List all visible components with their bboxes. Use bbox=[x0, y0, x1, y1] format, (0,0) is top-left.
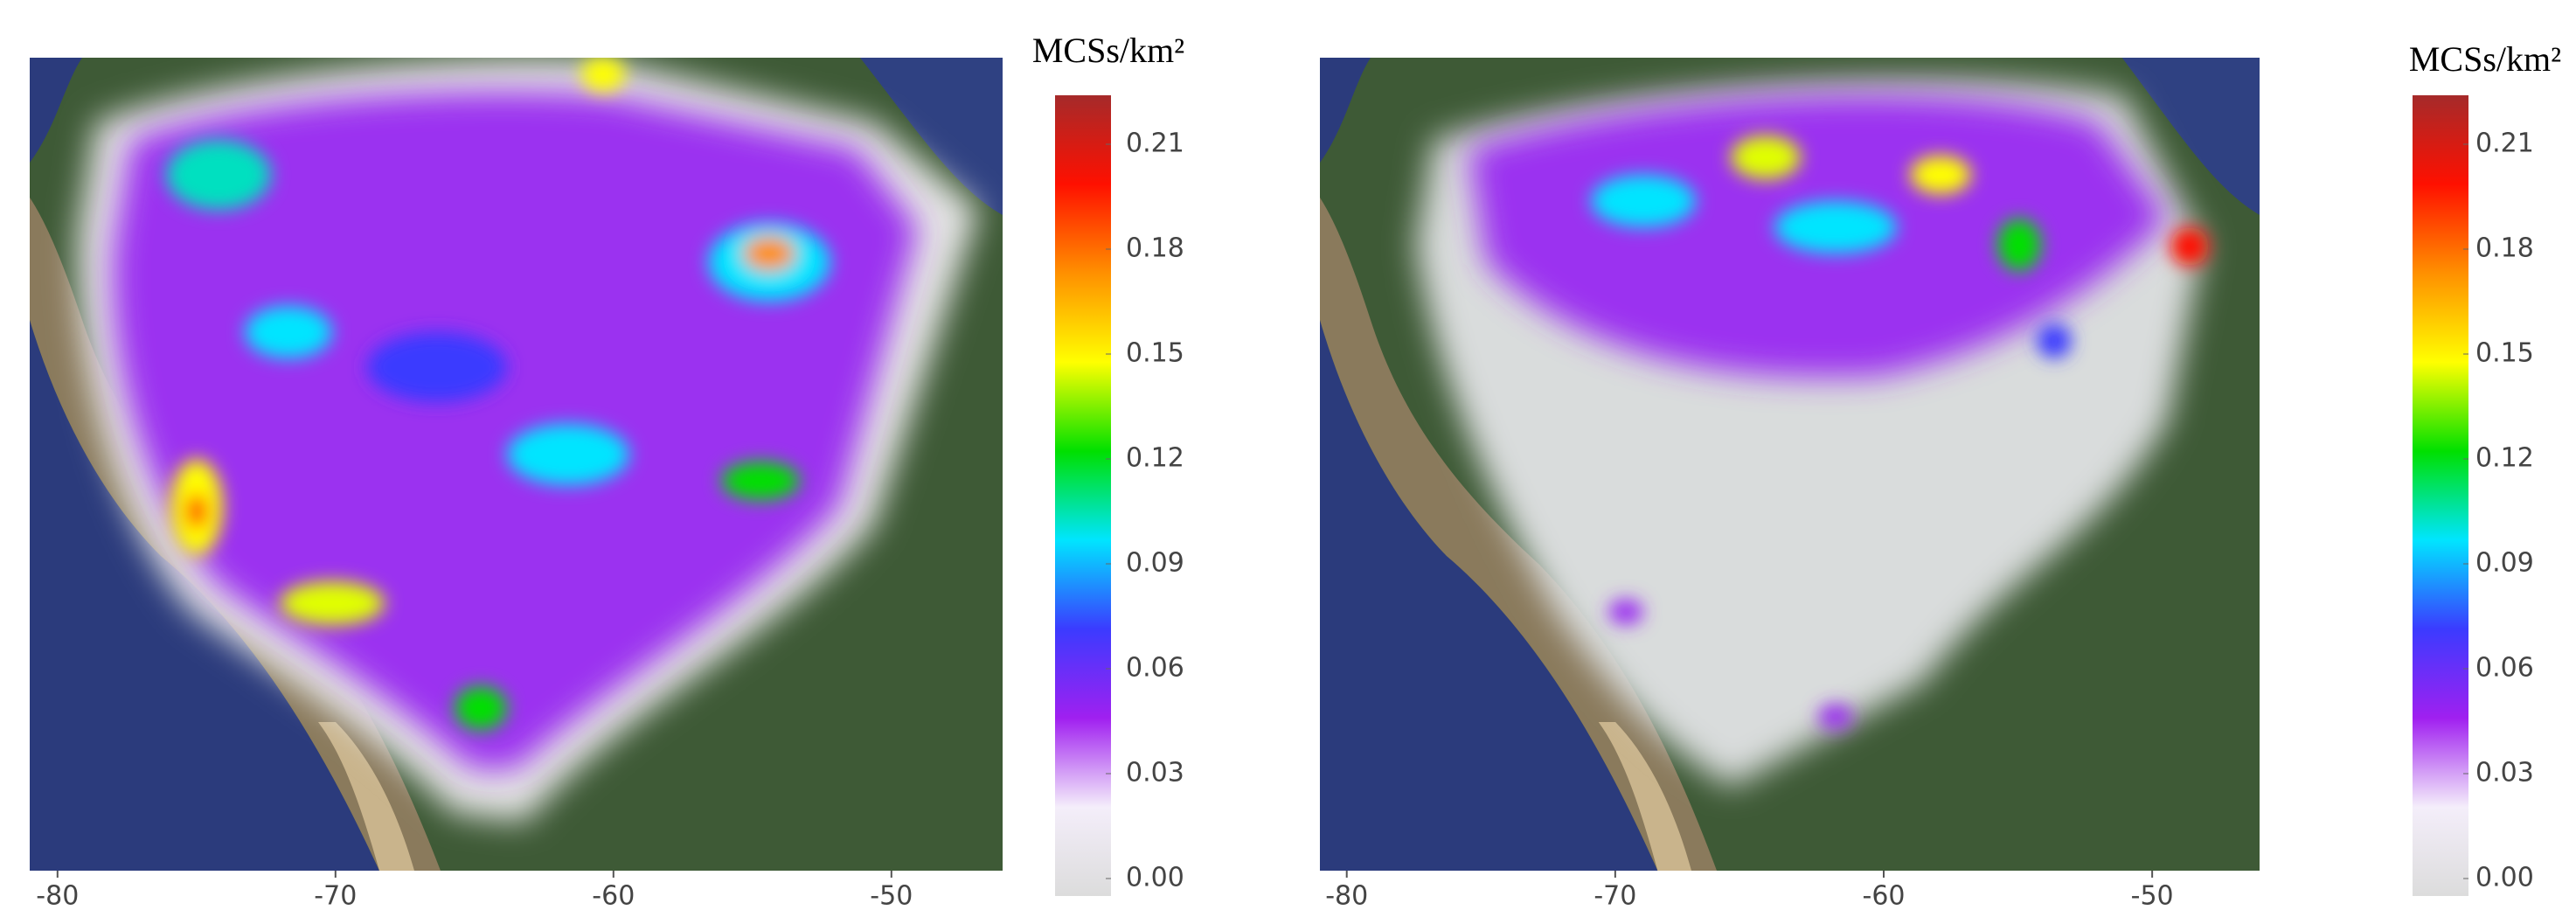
colorbar-tick-label: 0.09 bbox=[2475, 548, 2534, 579]
colorbar bbox=[2413, 95, 2468, 896]
colorbar-tick-label: 0.12 bbox=[2475, 443, 2534, 474]
colorbar-tick-label: 0.18 bbox=[2475, 233, 2534, 264]
x-tick-label: -50 bbox=[870, 881, 913, 910]
colorbar-tick-label: 0.21 bbox=[2475, 129, 2534, 159]
colorbar-tick-label: 0.21 bbox=[1126, 129, 1184, 159]
x-tick-label: -60 bbox=[592, 881, 635, 910]
colorbar-tick-label: 0.03 bbox=[2475, 758, 2534, 788]
figure: -80 -70 -60 -50 MCSs/km² 0.00 0.03 0.06 0.09 0.12… bbox=[0, 0, 2576, 910]
colorbar-tick-label: 0.00 bbox=[1126, 863, 1184, 893]
colorbar-title: MCSs/km² bbox=[1032, 31, 1184, 70]
x-tick-label: -70 bbox=[314, 881, 357, 910]
colorbar-tick-label: 0.09 bbox=[1126, 548, 1184, 579]
colorbar-tick-label: 0.18 bbox=[1126, 233, 1184, 264]
colorbar-title: MCSs/km² bbox=[2409, 39, 2561, 79]
x-tick-label: -50 bbox=[2131, 881, 2174, 910]
x-tick-label: -60 bbox=[1863, 881, 1906, 910]
colorbar bbox=[1055, 95, 1111, 896]
map-left bbox=[30, 57, 1003, 871]
colorbar-tick-label: 0.06 bbox=[1126, 653, 1184, 684]
map-right bbox=[1320, 58, 2260, 871]
x-tick-label: -80 bbox=[36, 881, 79, 910]
colorbar-tick-label: 0.00 bbox=[2475, 863, 2534, 893]
colorbar-tick-label: 0.15 bbox=[2475, 338, 2534, 369]
colorbar-tick-label: 0.15 bbox=[1126, 338, 1184, 369]
colorbar-tick-label: 0.06 bbox=[2475, 653, 2534, 684]
x-tick-label: -70 bbox=[1594, 881, 1636, 910]
colorbar-tick-label: 0.03 bbox=[1126, 758, 1184, 788]
colorbar-tick-label: 0.12 bbox=[1126, 443, 1184, 474]
page: {"chart_data": [ {"type": "heatmap", "xl… bbox=[0, 0, 2576, 910]
x-tick-label: -80 bbox=[1325, 881, 1368, 910]
